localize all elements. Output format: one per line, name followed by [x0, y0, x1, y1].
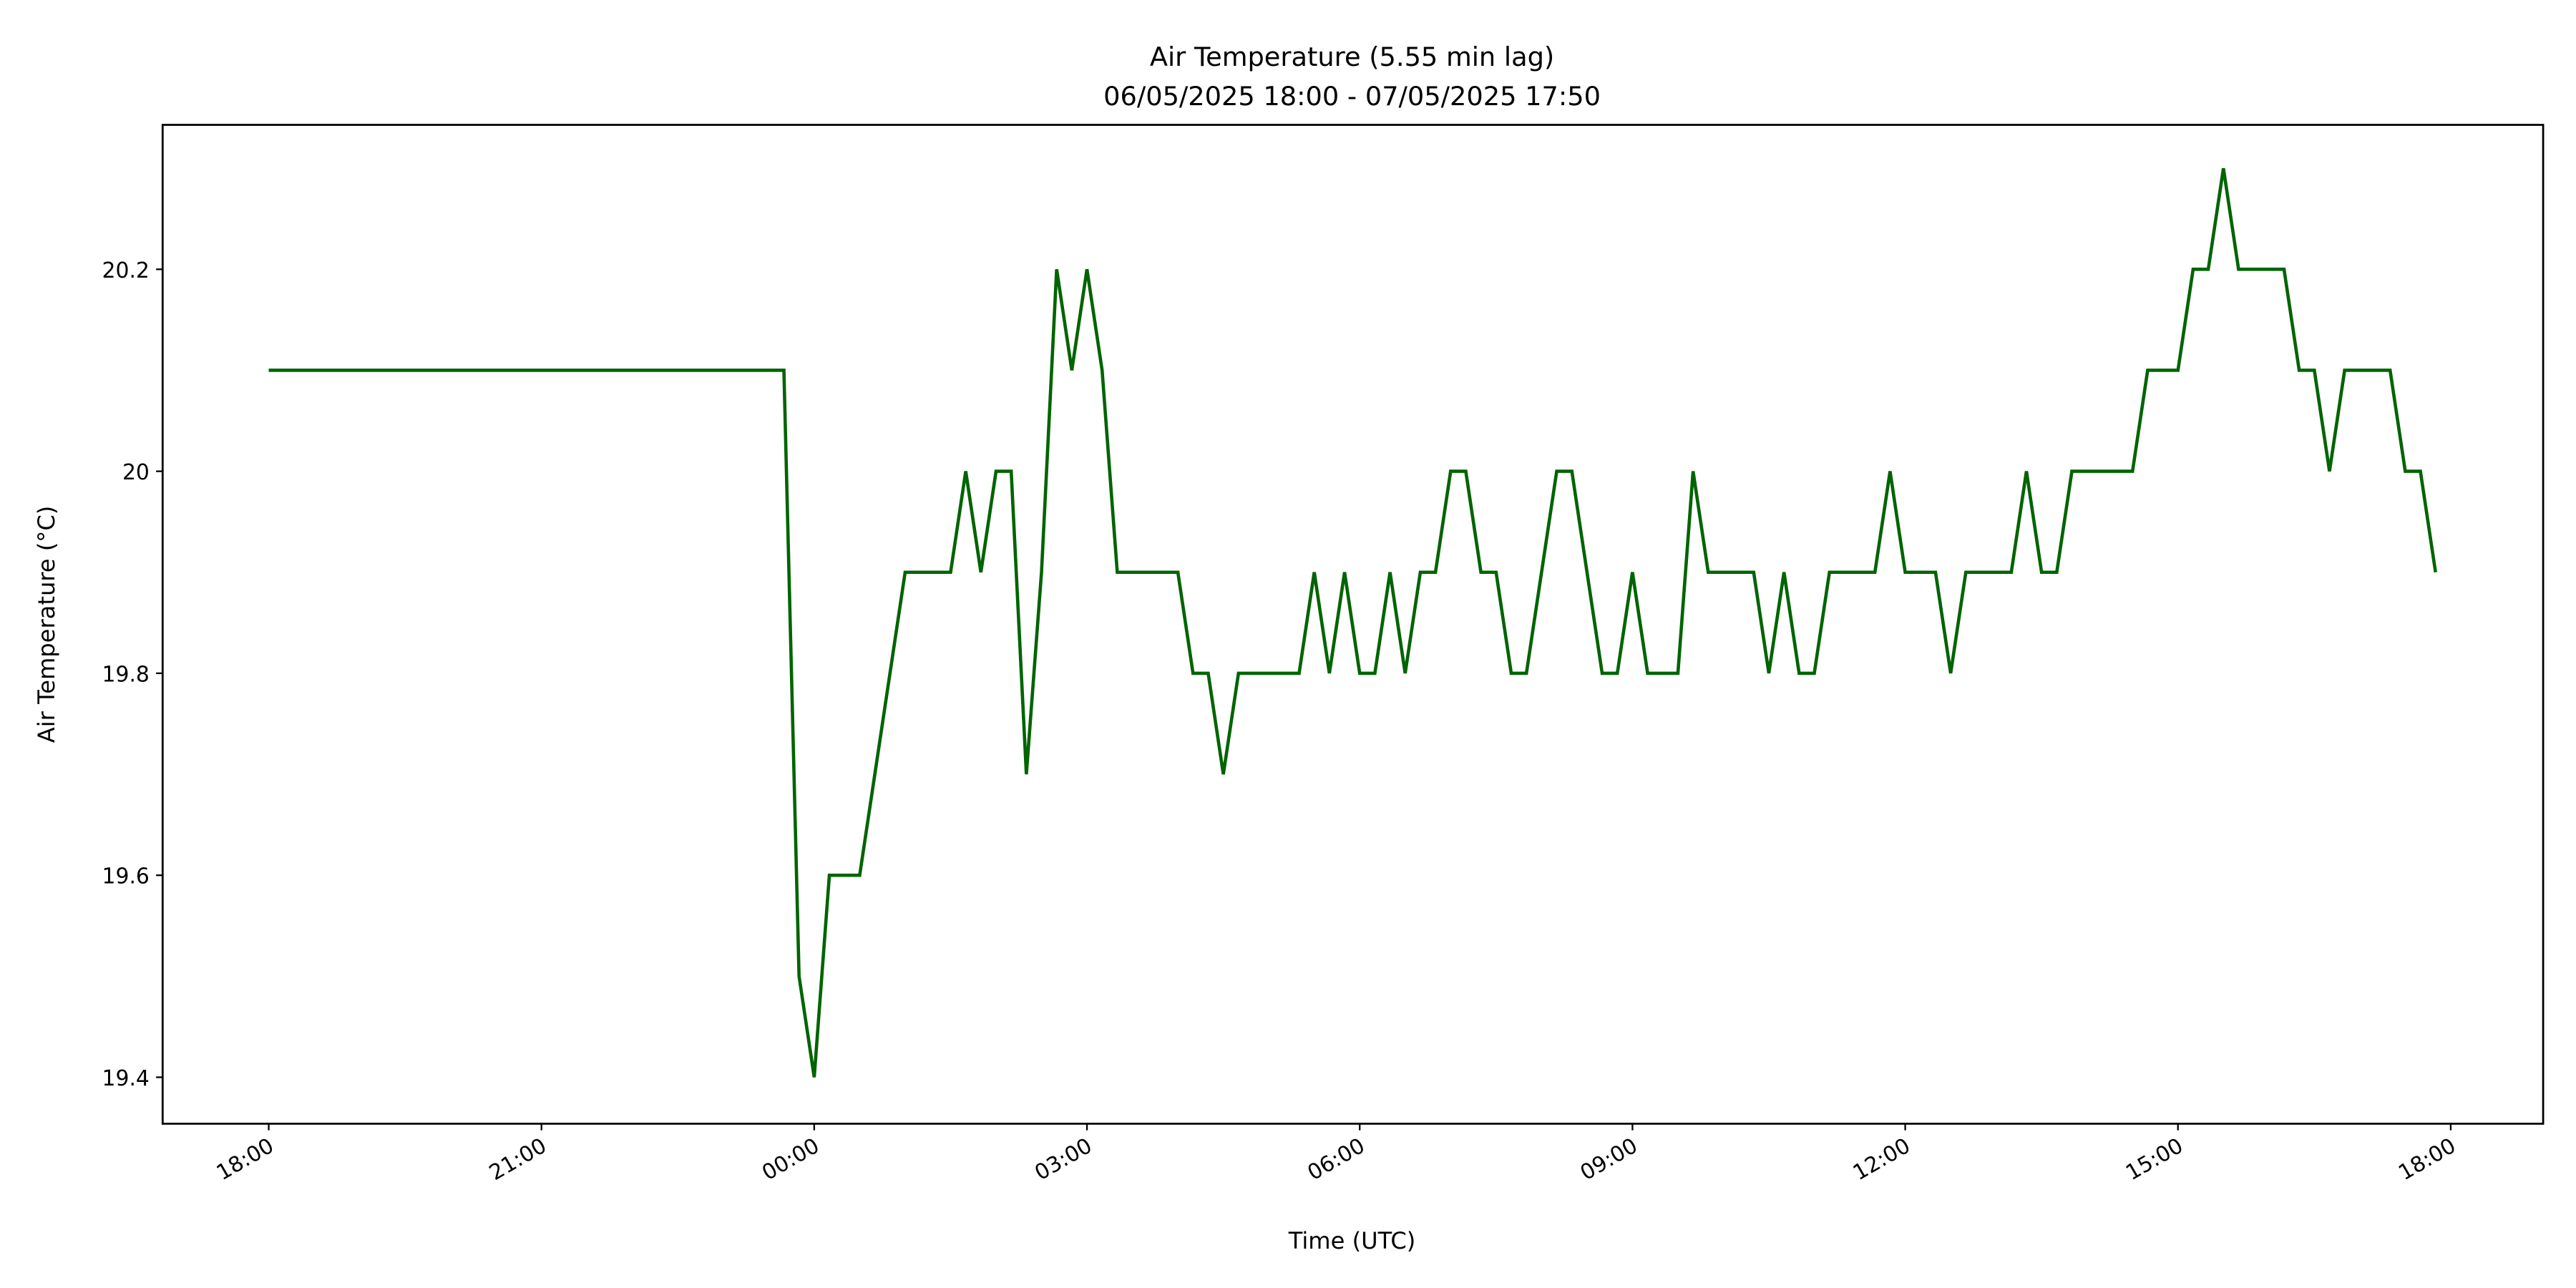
y-axis-label: Air Temperature (°C) [33, 506, 60, 743]
data-line [268, 167, 2437, 1078]
chart-title: Air Temperature (5.55 min lag) [1150, 42, 1554, 72]
y-tick-label: 19.8 [102, 662, 150, 687]
y-tick-label: 20.2 [102, 258, 150, 283]
y-tick-label: 20 [122, 460, 150, 485]
y-tick-label: 19.6 [102, 864, 150, 889]
y-tick-label: 19.4 [102, 1066, 150, 1091]
x-axis-label: Time (UTC) [1288, 1227, 1416, 1254]
plot-frame [161, 124, 2545, 1125]
chart-subtitle: 06/05/2025 18:00 - 07/05/2025 17:50 [1103, 81, 1601, 112]
